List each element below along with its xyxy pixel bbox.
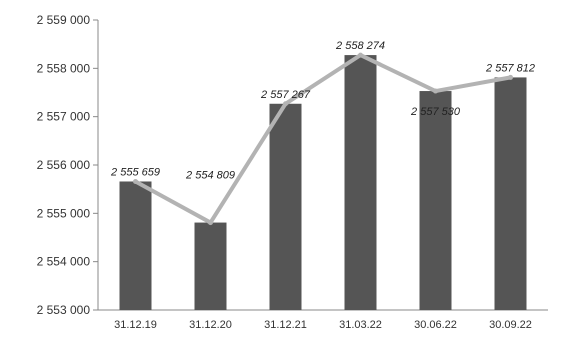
line-point — [508, 74, 513, 80]
data-label: 2 558 274 — [335, 40, 385, 52]
bar — [344, 55, 377, 311]
line-point — [433, 88, 438, 94]
y-tick-label: 2 555 000 — [37, 206, 91, 220]
bar — [419, 91, 452, 310]
x-tick-label: 31.12.20 — [189, 319, 232, 331]
bar — [119, 181, 152, 310]
data-label: 2 557 267 — [260, 89, 311, 101]
data-label: 2 555 659 — [110, 166, 160, 178]
line-series-path — [133, 53, 513, 225]
y-tick-label: 2 557 000 — [37, 110, 91, 124]
x-tick-label: 31.12.19 — [114, 319, 157, 331]
y-tick-label: 2 556 000 — [37, 158, 91, 172]
line-series — [133, 52, 513, 226]
data-labels: 2 555 659 2 554 809 2 557 267 2 558 274 2 55… — [110, 40, 535, 181]
axes: 2 553 000 2 554 000 2 555 000 2 556 000 2 55… — [37, 13, 548, 331]
y-tick-label: 2 553 000 — [37, 303, 91, 317]
bar-series — [119, 55, 527, 311]
x-tick-label: 30.09.22 — [489, 319, 532, 331]
y-tick-label: 2 554 000 — [37, 255, 91, 269]
x-tick-label: 30.06.22 — [414, 319, 457, 331]
bar — [194, 222, 227, 310]
data-label: 2 554 809 — [185, 170, 235, 182]
y-tick-label: 2 558 000 — [37, 61, 91, 75]
data-label: 2 557 812 — [485, 62, 535, 74]
line-point — [133, 178, 138, 184]
x-tick-label: 31.12.21 — [264, 319, 307, 331]
line-point — [208, 220, 213, 226]
line-point — [283, 101, 288, 107]
x-tick-label: 31.03.22 — [339, 319, 382, 331]
y-tick-label: 2 559 000 — [37, 13, 91, 27]
bar — [269, 103, 302, 311]
data-label: 2 557 530 — [410, 106, 461, 118]
bar — [494, 77, 527, 310]
line-point — [358, 52, 363, 58]
